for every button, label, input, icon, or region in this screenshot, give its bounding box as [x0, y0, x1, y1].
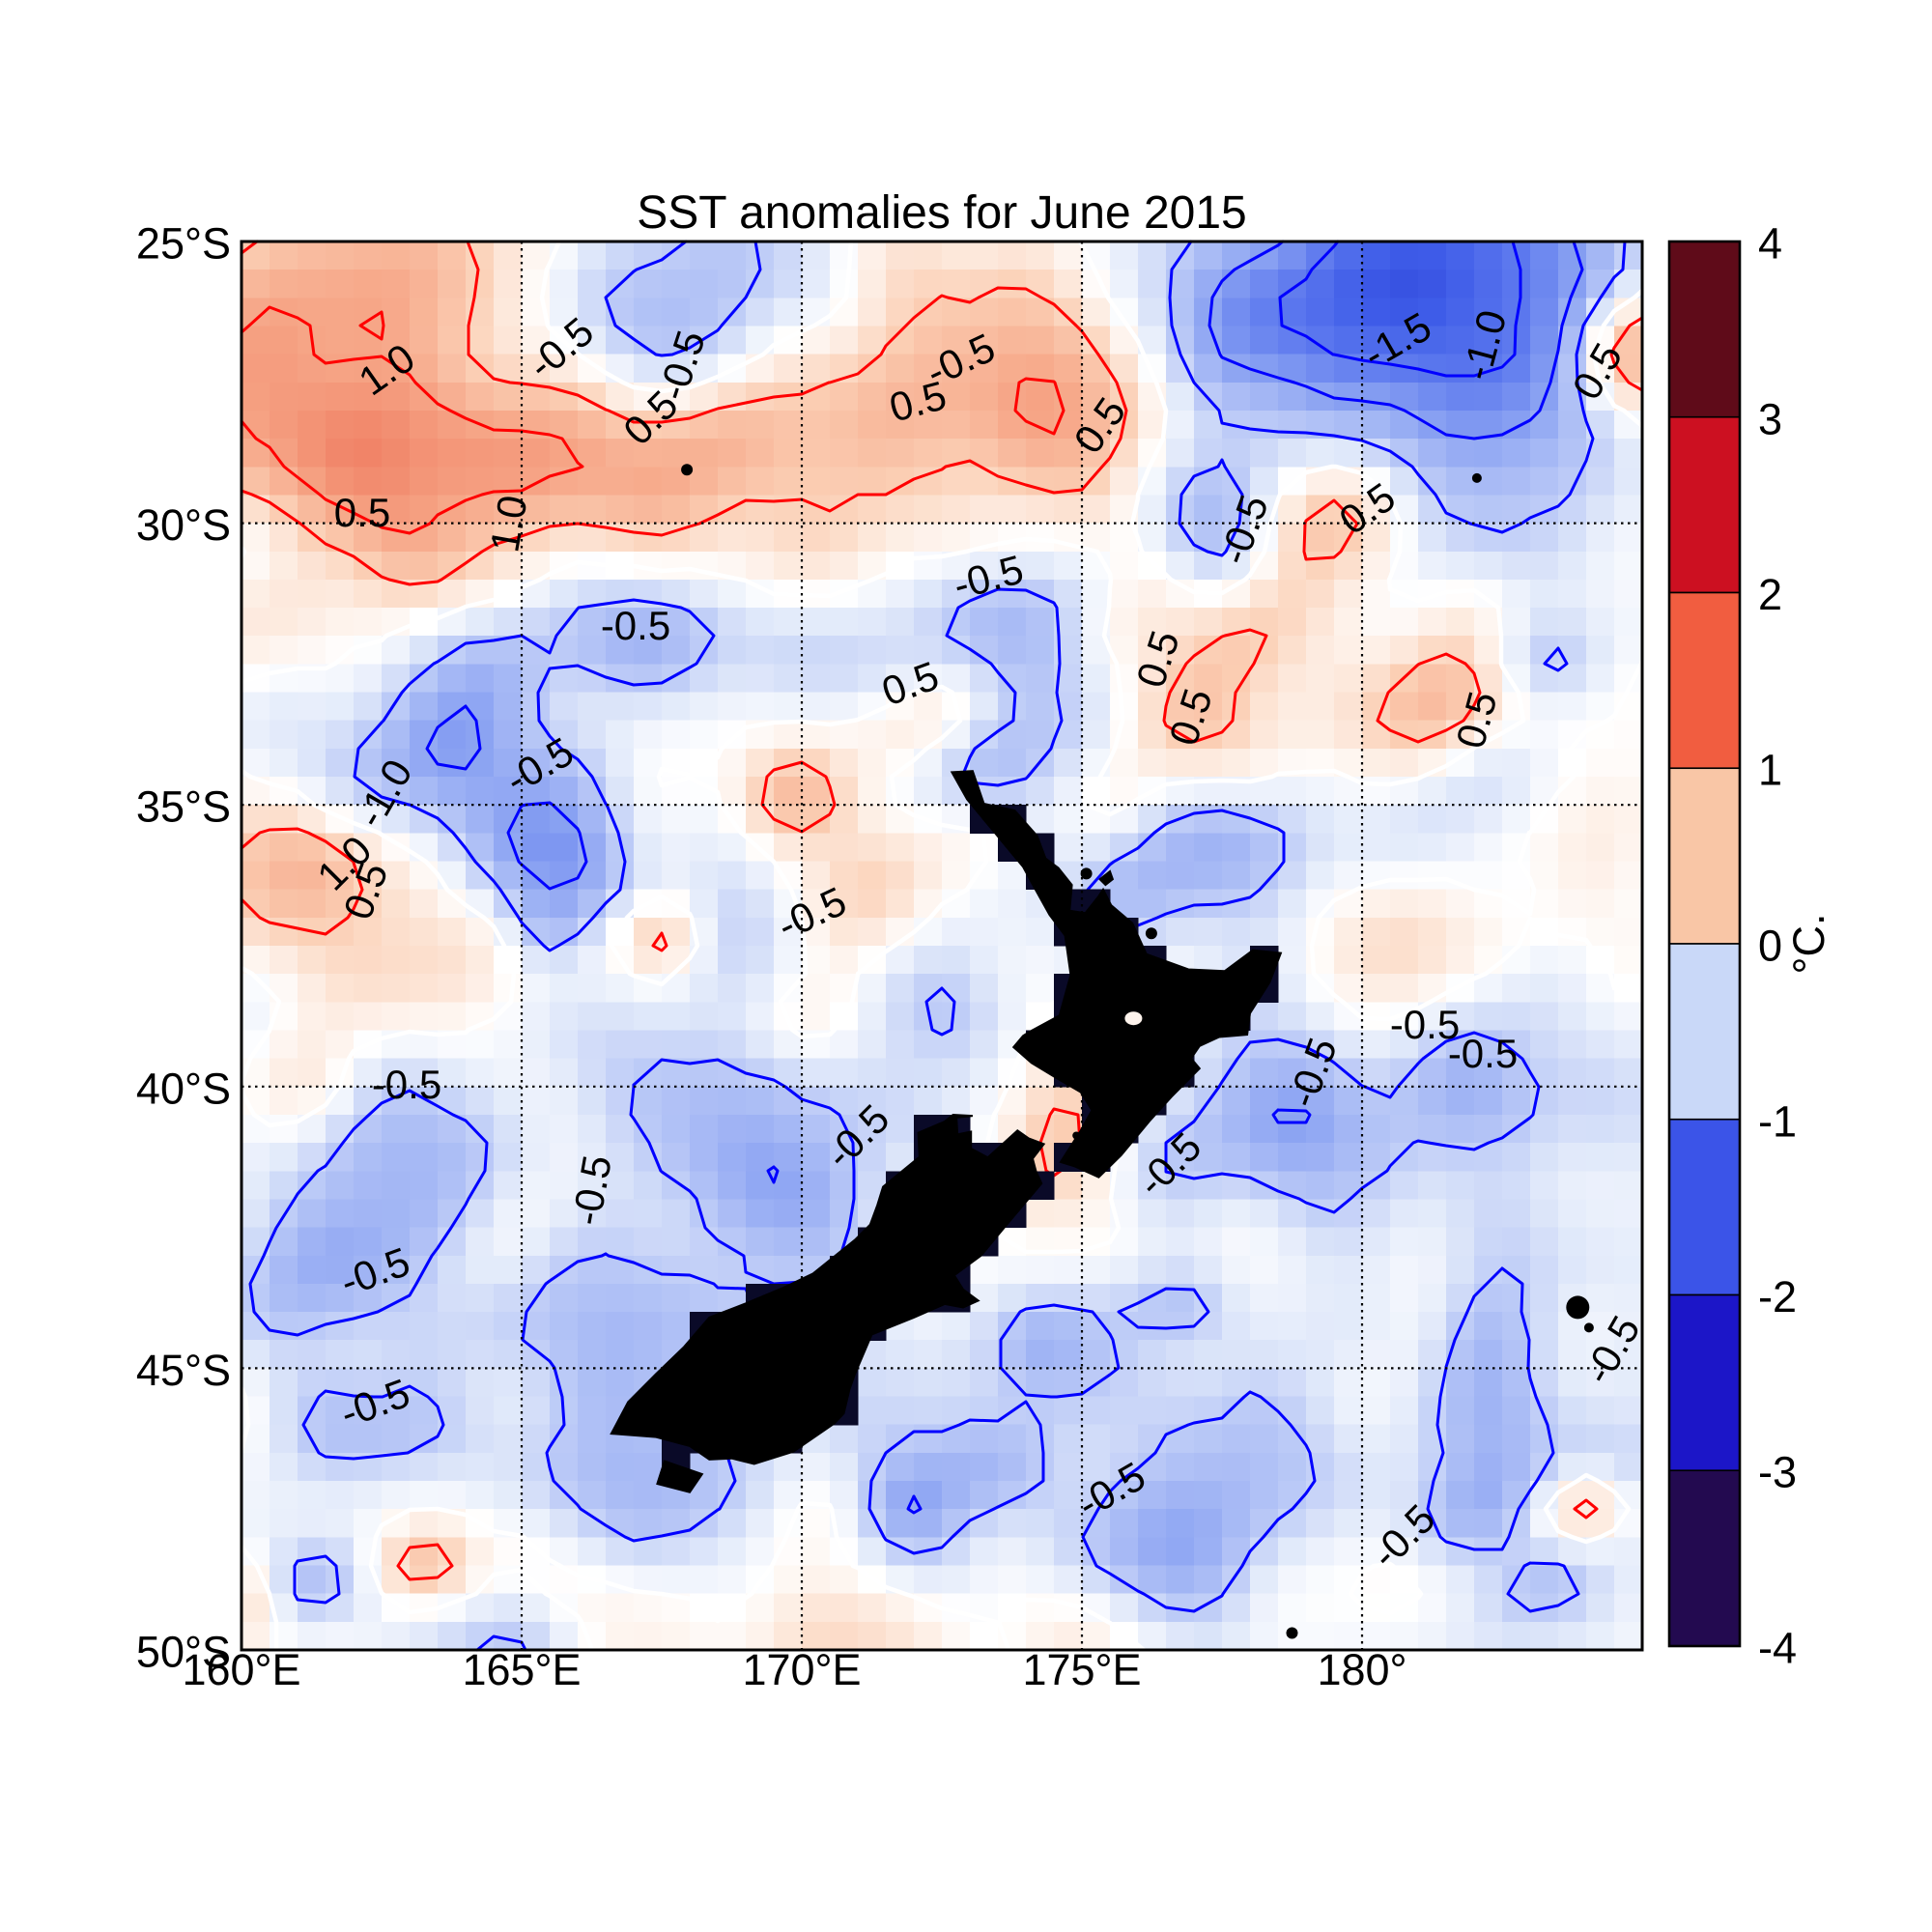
svg-text:SST anomalies for June 2015: SST anomalies for June 2015 [637, 187, 1247, 239]
svg-text:-3: -3 [1758, 1448, 1797, 1497]
svg-text:1.0: 1.0 [481, 492, 535, 555]
svg-text:165°E: 165°E [462, 1645, 581, 1694]
svg-text:-0.5: -0.5 [1390, 1002, 1460, 1047]
svg-text:25°S: 25°S [136, 219, 231, 269]
svg-text:3: 3 [1758, 394, 1782, 443]
svg-text:2: 2 [1758, 570, 1782, 619]
svg-text:-4: -4 [1758, 1624, 1797, 1673]
svg-text:-1: -1 [1758, 1096, 1797, 1146]
svg-text:160°E: 160°E [182, 1645, 300, 1694]
svg-text:170°E: 170°E [742, 1645, 861, 1694]
svg-text:180°: 180° [1317, 1645, 1406, 1694]
svg-text:0.5: 0.5 [334, 490, 390, 535]
svg-text:0: 0 [1758, 922, 1782, 971]
svg-text:-2: -2 [1758, 1272, 1797, 1321]
svg-text:1: 1 [1758, 746, 1782, 795]
svg-text:4: 4 [1758, 219, 1782, 269]
svg-text:45°S: 45°S [136, 1346, 231, 1395]
svg-text:175°E: 175°E [1022, 1645, 1141, 1694]
svg-text:°C.: °C. [1784, 914, 1833, 975]
svg-text:50°S: 50°S [136, 1628, 231, 1677]
svg-text:-0.5: -0.5 [372, 1062, 441, 1107]
svg-text:-0.5: -0.5 [1448, 1031, 1518, 1076]
svg-text:-0.5: -0.5 [601, 603, 670, 648]
svg-text:35°S: 35°S [136, 782, 231, 832]
svg-text:30°S: 30°S [136, 500, 231, 550]
svg-text:40°S: 40°S [136, 1064, 231, 1113]
